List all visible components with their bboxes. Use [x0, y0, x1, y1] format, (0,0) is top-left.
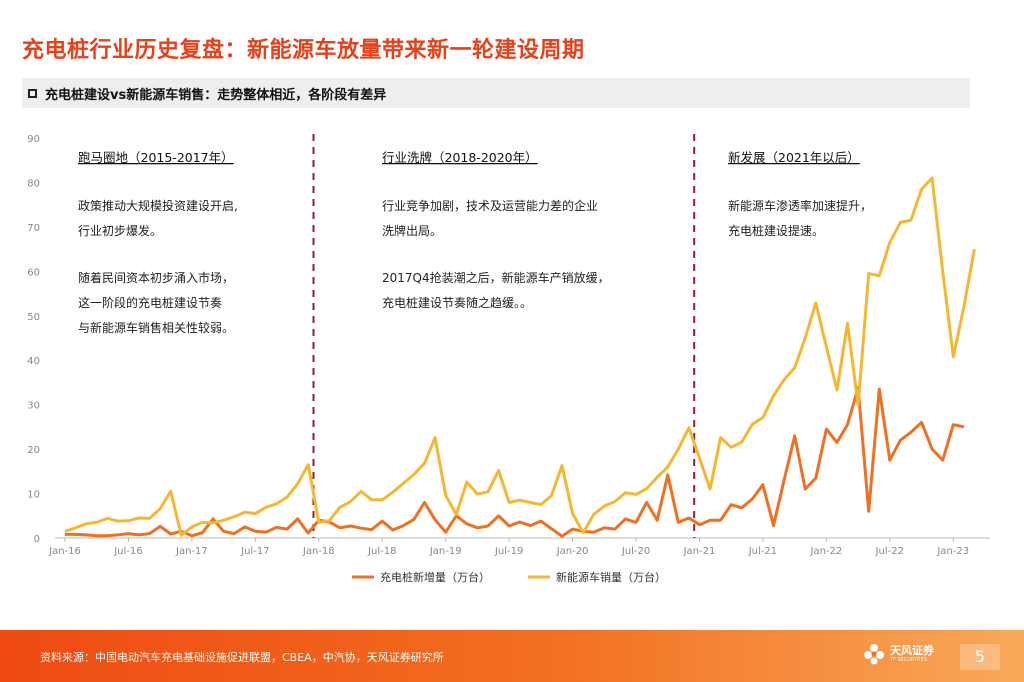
y-tick-label: 40	[27, 356, 40, 367]
x-tick-label: Jul-21	[748, 546, 777, 557]
period-annotations: 跑马圈地（2015-2017年） 政策推动大规模投资建设开启, 行业初步爆发。随着民…	[78, 150, 872, 335]
x-tick-label: Jan-18	[302, 546, 335, 557]
period-note: 充电桩建设节奏随之趋缓。。	[382, 295, 532, 310]
period-note: 这一阶段的充电桩建设节奏	[78, 295, 222, 310]
period-note: 2017Q4抢装潮之后，新能源车产销放缓，	[382, 270, 610, 285]
y-tick-label: 0	[34, 534, 40, 545]
period-heading: 跑马圈地（2015-2017年）	[78, 150, 234, 165]
x-tick-label: Jul-18	[367, 546, 396, 557]
period-note: 洗牌出局。	[382, 224, 442, 238]
y-axis: 0 10 20 30 40 50 60 70 80 90	[27, 134, 40, 545]
period-note: 行业初步爆发。	[78, 223, 162, 238]
period-dividers	[312, 134, 696, 538]
charger-series-line	[65, 386, 965, 538]
y-tick-label: 30	[27, 401, 40, 412]
checkbox-square-icon	[28, 88, 37, 98]
company-logo: 天风证券 TF SECURITIES	[862, 642, 934, 666]
x-tick-label: Jan-23	[936, 546, 969, 557]
period-note: 与新能源车销售相关性较弱。	[78, 320, 234, 335]
page-number: 5	[960, 644, 1000, 670]
x-tick-label: Jul-16	[113, 546, 142, 557]
x-tick-label: Jan-17	[175, 546, 208, 557]
page-title: 充电桩行业历史复盘：新能源车放量带来新一轮建设周期	[22, 38, 585, 63]
x-tick-label: Jan-22	[810, 546, 843, 557]
period-heading: 新发展（2021年以后）	[728, 150, 860, 165]
line-chart: 0 10 20 30 40 50 60 70 80 90 Jan-16 Jul-16 Jan-17 Ju…	[27, 134, 990, 584]
y-tick-label: 50	[27, 312, 40, 323]
subtitle-bar: 充电桩建设vs新能源车销售：走势整体相近，各阶段有差异	[22, 78, 970, 108]
period-note: 行业竞争加剧，技术及运营能力差的企业	[382, 198, 598, 213]
subtitle: 充电桩建设vs新能源车销售：走势整体相近，各阶段有差异	[45, 87, 387, 103]
x-tick-label: Jul-20	[621, 546, 650, 557]
flower-logo-icon	[864, 644, 884, 665]
y-tick-label: 60	[27, 267, 40, 278]
period-note: 政策推动大规模投资建设开启,	[78, 198, 238, 213]
period-note: 随着民间资本初步涌入市场，	[78, 270, 234, 285]
legend: 充电桩新增量（万台） 新能源车销量（万台）	[352, 570, 666, 584]
x-tick-label: Jul-22	[875, 546, 904, 557]
period-note: 充电桩建设提速。	[728, 223, 824, 238]
y-tick-label: 90	[27, 134, 40, 145]
series-lines	[64, 176, 976, 538]
legend-label: 新能源车销量（万台）	[556, 570, 666, 584]
y-tick-label: 70	[27, 223, 40, 234]
x-axis: Jan-16 Jul-16 Jan-17 Jul-17 Jan-18 Jul-18 Jan-…	[48, 537, 990, 557]
footer: 资料来源：中国电动汽车充电基础设施促进联盟，CBEA，中汽协，天风证券研究所 天…	[0, 630, 1024, 682]
legend-label: 充电桩新增量（万台）	[380, 570, 490, 584]
x-tick-label: Jan-16	[48, 546, 81, 557]
x-tick-label: Jan-19	[429, 546, 462, 557]
y-tick-label: 20	[27, 445, 40, 456]
y-tick-label: 80	[27, 178, 40, 189]
source-note: 资料来源：中国电动汽车充电基础设施促进联盟，CBEA，中汽协，天风证券研究所	[40, 651, 444, 664]
y-tick-label: 10	[27, 490, 40, 501]
x-tick-label: Jul-17	[240, 546, 269, 557]
logo-name: 天风证券	[890, 644, 934, 657]
x-tick-label: Jan-21	[683, 546, 716, 557]
x-tick-label: Jul-19	[494, 546, 523, 557]
period-note: 新能源车渗透率加速提升，	[728, 198, 872, 213]
period-heading: 行业洗牌（2018-2020年）	[382, 150, 538, 165]
logo-subtitle: TF SECURITIES	[890, 657, 927, 663]
x-tick-label: Jan-20	[556, 546, 589, 557]
nev-series-line	[64, 176, 976, 537]
